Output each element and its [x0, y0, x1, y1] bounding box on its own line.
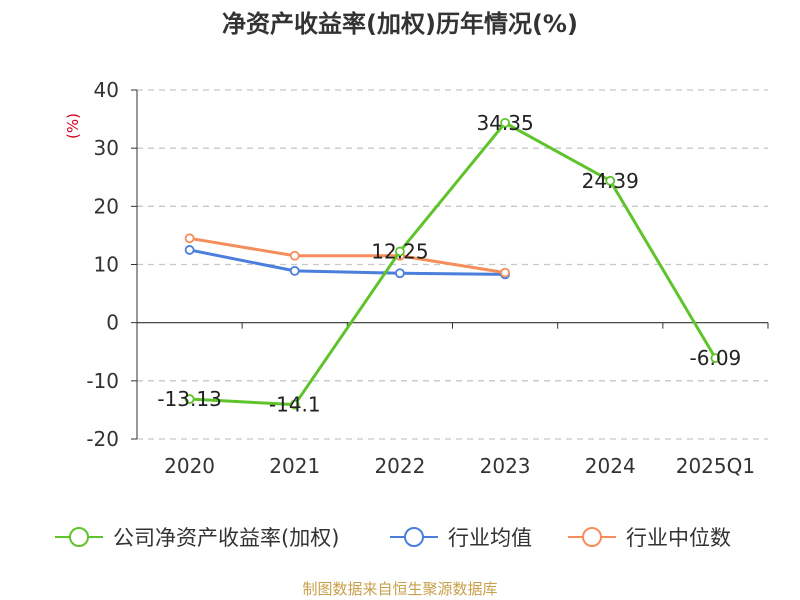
x-tick-label: 2020 [164, 454, 215, 478]
series-line [189, 236, 506, 275]
legend-label: 行业均值 [448, 526, 532, 550]
legend-marker [404, 527, 424, 547]
legend: 公司净资产收益率(加权) 行业均值 行业中位数 [55, 526, 731, 550]
data-point [184, 233, 195, 244]
data-point [289, 250, 300, 261]
data-labels: -13.13 -14.1 12.25 34.35 24.39 -6.09 [157, 111, 741, 417]
y-tick-label: 10 [94, 253, 119, 277]
x-tick-label: 2022 [374, 454, 425, 478]
data-point [395, 246, 405, 257]
series-0 [184, 117, 721, 410]
legend-label: 行业中位数 [626, 526, 731, 550]
data-label: -13.13 [157, 387, 221, 411]
series-1 [184, 245, 510, 280]
data-label: 12.25 [371, 239, 428, 263]
legend-marker [69, 527, 89, 547]
data-label: -14.1 [269, 393, 321, 417]
data-point [289, 399, 300, 410]
data-point [500, 117, 510, 128]
legend-marker [582, 527, 602, 547]
series-layer [184, 117, 721, 410]
legend-item: 公司净资产收益率(加权) [55, 526, 339, 550]
series-line [189, 248, 506, 276]
data-point [395, 268, 405, 279]
data-point [184, 394, 195, 404]
source-note: 制图数据来自恒生聚源数据库 [302, 580, 497, 598]
data-label: 24.39 [582, 169, 639, 193]
x-tick-label: 2021 [269, 454, 320, 478]
chart-title: 净资产收益率(加权)历年情况(%) [222, 10, 578, 38]
x-tick-label: 2025Q1 [676, 454, 755, 478]
x-tick-label: 2023 [480, 454, 531, 478]
y-tick-label: 0 [106, 311, 119, 335]
y-axis-unit: (%) [64, 113, 82, 139]
data-point [500, 267, 510, 278]
y-tick-label: 30 [94, 136, 119, 160]
data-label: -6.09 [690, 346, 742, 370]
y-tick-label: 40 [94, 78, 119, 102]
series-line [189, 121, 717, 407]
legend-label: 公司净资产收益率(加权) [113, 526, 339, 550]
series-2 [184, 233, 510, 278]
data-point [605, 175, 616, 186]
y-tick-label: 20 [94, 194, 119, 218]
y-tick-label: -20 [86, 427, 119, 451]
legend-item: 行业中位数 [568, 526, 731, 550]
data-point [710, 353, 721, 363]
legend-item: 行业均值 [390, 526, 532, 550]
axes: -20 -10 0 10 20 30 40 2020 2021 2022 2023 2024 2025Q… [86, 78, 769, 478]
y-tick-label: -10 [86, 369, 119, 393]
data-point [184, 245, 195, 255]
x-tick-label: 2024 [585, 454, 636, 478]
data-point [289, 265, 300, 276]
data-label: 34.35 [476, 111, 533, 135]
